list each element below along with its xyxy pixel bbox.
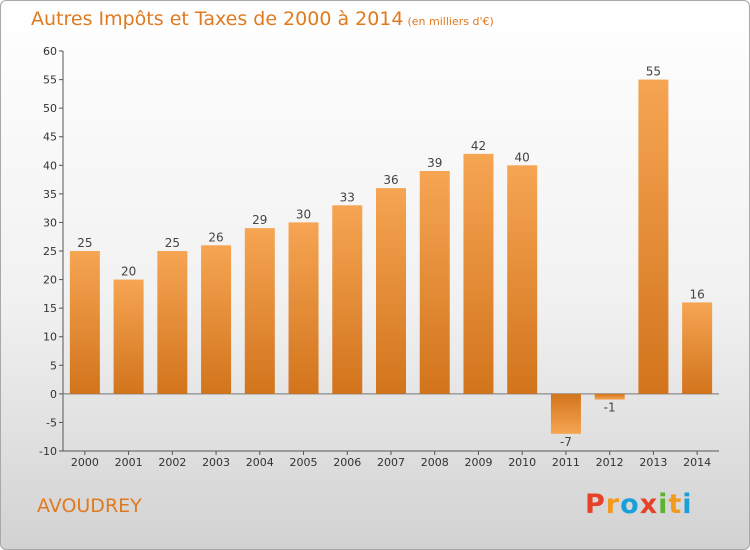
bar-2001 (113, 279, 144, 394)
y-tick-label: 35 (43, 188, 57, 201)
bar-2002 (157, 251, 188, 394)
x-tick-label-2005: 2005 (290, 456, 318, 469)
bar-2004 (244, 228, 275, 394)
logo-letter: P (585, 489, 606, 520)
x-tick-label-2003: 2003 (202, 456, 230, 469)
bar-2013 (638, 79, 669, 394)
value-label-2002: 25 (165, 236, 180, 250)
y-tick-label: 20 (43, 274, 57, 287)
logo-letter: r (605, 489, 621, 520)
x-tick-label-2002: 2002 (158, 456, 186, 469)
y-tick-label: 10 (43, 331, 57, 344)
y-tick-label: 30 (43, 216, 57, 229)
bar-2007 (376, 188, 406, 394)
value-label-2011: -7 (560, 435, 572, 449)
x-tick-label-2000: 2000 (71, 456, 99, 469)
value-label-2010: 40 (515, 150, 530, 164)
bar-2010 (507, 165, 538, 394)
value-label-2006: 33 (340, 190, 355, 204)
logo-letter: i (682, 489, 693, 520)
y-tick-label: 60 (43, 45, 57, 58)
y-tick-label: -5 (46, 416, 57, 429)
y-tick-label: 40 (43, 159, 57, 172)
value-labels: 25 20 25 26 29 30 33 36 39 42 40 -7 -1 55 16 (77, 65, 705, 449)
value-label-2007: 36 (383, 173, 398, 187)
x-tick-label-2006: 2006 (333, 456, 361, 469)
logo-letter: t (668, 489, 683, 520)
chart-title-text: Autres Impôts et Taxes de 2000 à 2014 (31, 8, 404, 30)
value-label-2014: 16 (689, 287, 704, 301)
proxiti-logo[interactable]: Proxiti (585, 489, 693, 520)
value-label-2012: -1 (604, 401, 616, 415)
x-tick-label-2007: 2007 (377, 456, 405, 469)
logo-letter: x (639, 489, 659, 520)
bar-2005 (288, 222, 319, 394)
x-tick-label-2014: 2014 (683, 456, 711, 469)
bar-2014 (682, 302, 713, 394)
bar-2000 (69, 251, 100, 394)
value-label-2008: 39 (427, 156, 442, 170)
y-tick-label: -10 (39, 445, 57, 458)
x-tick-label-2011: 2011 (552, 456, 580, 469)
y-tick-label: 15 (43, 302, 57, 315)
y-tick-label: 5 (50, 359, 57, 372)
y-tick-label: 0 (50, 388, 57, 401)
bar-2003 (201, 245, 232, 394)
x-tick-label-2013: 2013 (639, 456, 667, 469)
x-tick-label-2009: 2009 (464, 456, 492, 469)
bar-2012 (594, 393, 625, 400)
y-tick-label: 25 (43, 245, 57, 258)
x-tick-label-2010: 2010 (508, 456, 536, 469)
value-label-2001: 20 (121, 265, 136, 279)
logo-letter: i (658, 489, 669, 520)
x-tick-label-2004: 2004 (246, 456, 274, 469)
chart-title: Autres Impôts et Taxes de 2000 à 2014 (en… (31, 8, 494, 30)
bars (69, 79, 713, 434)
bar-2006 (332, 205, 363, 394)
y-tick-label: 50 (43, 102, 57, 115)
x-tick-label-2008: 2008 (421, 456, 449, 469)
value-label-2004: 29 (252, 213, 267, 227)
bar-2011 (550, 393, 581, 434)
value-label-2009: 42 (471, 139, 486, 153)
x-tick-label-2012: 2012 (596, 456, 624, 469)
value-label-2005: 30 (296, 207, 311, 221)
value-label-2003: 26 (208, 230, 223, 244)
chart-subtitle: (en milliers d'€) (407, 15, 494, 28)
bar-2009 (463, 153, 494, 394)
value-label-2013: 55 (646, 65, 661, 79)
y-tick-label: 55 (43, 74, 57, 87)
bar-2008 (419, 171, 450, 394)
x-tick-label-2001: 2001 (115, 456, 143, 469)
value-label-2000: 25 (77, 236, 92, 250)
y-tick-label: 45 (43, 131, 57, 144)
logo-letter: o (620, 489, 640, 520)
town-name: AVOUDREY (37, 495, 142, 517)
